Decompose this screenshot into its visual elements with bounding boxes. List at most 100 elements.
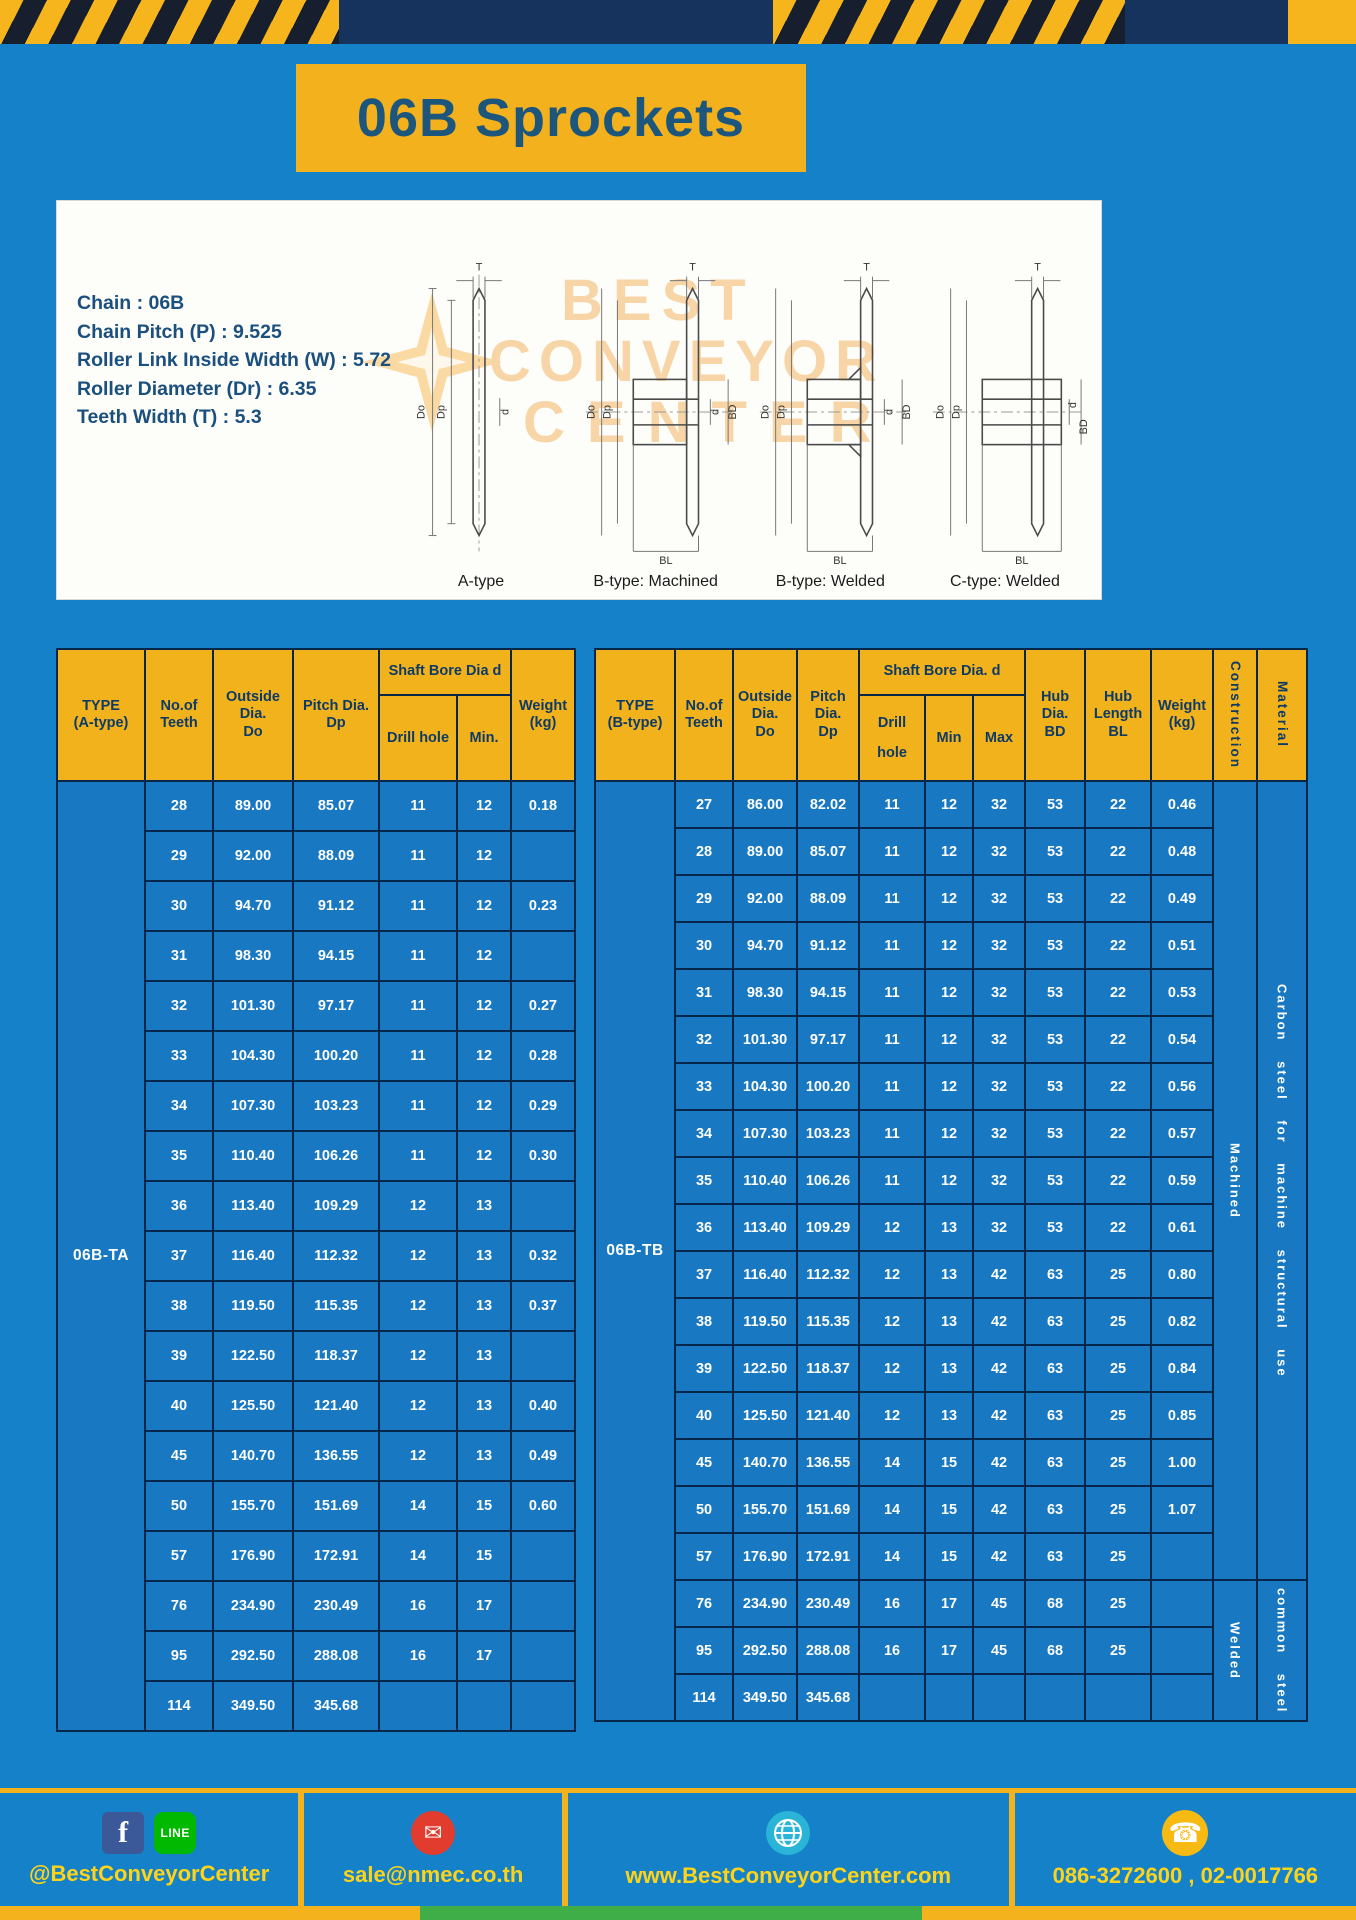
sprocket-drawings: T Do Dp d A-type — [397, 223, 1089, 591]
data-cell: 76 — [674, 1579, 735, 1628]
table-row: 34 107.30 103.23 11 12 0.29 — [57, 1080, 577, 1132]
data-cell: 30 — [144, 880, 214, 932]
data-cell: 42 — [972, 1344, 1027, 1393]
table-row: 31 98.30 94.15 11 12 32 53 22 0.53 — [595, 968, 1307, 1017]
construction-cell: Welded — [1212, 1579, 1259, 1722]
material-cell: common steel — [1256, 1579, 1309, 1722]
data-cell: 288.08 — [796, 1626, 861, 1675]
data-cell: 34 — [144, 1080, 214, 1132]
data-cell: 234.90 — [732, 1579, 799, 1628]
data-cell: 13 — [924, 1203, 975, 1252]
spec-line-roller-width: Roller Link Inside Width (W) : 5.72 — [77, 349, 392, 371]
data-cell: 1.00 — [1150, 1438, 1215, 1487]
data-cell: 113.40 — [212, 1180, 294, 1232]
data-cell: 116.40 — [212, 1230, 294, 1282]
col-header-hub-dia: Hub Dia. BD — [1024, 648, 1087, 782]
data-cell: 25 — [1084, 1250, 1153, 1299]
data-cell: 11 — [378, 780, 458, 832]
data-cell: 45 — [972, 1626, 1027, 1675]
data-cell: 32 — [972, 921, 1027, 970]
facebook-icon: f — [102, 1812, 145, 1854]
data-cell: 109.29 — [796, 1203, 861, 1252]
data-cell: 22 — [1084, 1203, 1153, 1252]
data-cell: 12 — [378, 1180, 458, 1232]
data-cell: 85.07 — [796, 827, 861, 876]
data-cell: 11 — [858, 827, 927, 876]
figure-caption: A-type — [457, 573, 505, 590]
data-cell: 12 — [924, 1109, 975, 1158]
data-cell: 14 — [858, 1438, 927, 1487]
col-header-shaft-bore-group: Shaft Bore Dia. d — [858, 648, 1027, 696]
data-cell: 109.29 — [292, 1180, 380, 1232]
data-cell: 106.26 — [796, 1156, 861, 1205]
data-cell: 82.02 — [796, 780, 861, 829]
data-cell: 42 — [972, 1250, 1027, 1299]
data-cell: 106.26 — [292, 1130, 380, 1182]
data-cell: 121.40 — [292, 1380, 380, 1432]
data-cell: 114 — [144, 1680, 214, 1732]
data-cell: 12 — [455, 830, 513, 882]
dim-label-d: d — [884, 409, 896, 415]
footer-green-segment — [420, 1906, 923, 1920]
data-cell: 88.09 — [796, 874, 861, 923]
data-cell: 42 — [972, 1297, 1027, 1346]
data-cell: 92.00 — [732, 874, 799, 923]
spec-line-teeth-width: Teeth Width (T) : 5.3 — [77, 406, 262, 428]
data-cell: 112.32 — [292, 1230, 380, 1282]
data-cell: 12 — [924, 827, 975, 876]
data-cell: 104.30 — [732, 1062, 799, 1111]
data-cell: 0.60 — [510, 1480, 577, 1532]
data-cell: 53 — [1024, 1015, 1087, 1064]
table-row: 31 98.30 94.15 11 12 — [57, 930, 577, 982]
data-cell: 11 — [378, 980, 458, 1032]
data-cell — [1150, 1579, 1215, 1628]
data-cell: 30 — [674, 921, 735, 970]
data-cell — [510, 1330, 577, 1382]
data-cell: 22 — [1084, 921, 1153, 970]
figure-caption: C-type: Welded — [949, 573, 1060, 590]
data-cell: 0.82 — [1150, 1297, 1215, 1346]
data-cell: 95 — [144, 1630, 214, 1682]
table-row: 95 292.50 288.08 16 17 45 68 25 — [595, 1626, 1307, 1675]
data-cell — [378, 1680, 458, 1732]
phone-icon: ☎ — [1162, 1810, 1209, 1856]
data-cell: 25 — [1084, 1626, 1153, 1675]
figure-a-type: T Do Dp d A-type — [397, 223, 565, 591]
data-cell: 98.30 — [732, 968, 799, 1017]
b-type-machined-drawing-icon: T Do Dp d BD BL — [585, 262, 739, 568]
data-cell: 122.50 — [212, 1330, 294, 1382]
data-cell: 45 — [144, 1430, 214, 1482]
dim-label-bd: BD — [727, 404, 739, 419]
data-cell: 118.37 — [796, 1344, 861, 1393]
data-cell: 32 — [972, 1156, 1027, 1205]
table-row: 30 94.70 91.12 11 12 32 53 22 0.51 — [595, 921, 1307, 970]
data-cell: 95 — [674, 1626, 735, 1675]
data-cell: 12 — [924, 874, 975, 923]
data-cell: 12 — [455, 980, 513, 1032]
table-row: 33 104.30 100.20 11 12 0.28 — [57, 1030, 577, 1082]
data-cell: 0.85 — [1150, 1391, 1215, 1440]
col-header-type: TYPE (A-type) — [56, 648, 146, 782]
data-cell: 176.90 — [732, 1532, 799, 1581]
data-cell: 0.49 — [510, 1430, 577, 1482]
data-cell: 14 — [858, 1532, 927, 1581]
table-row: 29 92.00 88.09 11 12 32 53 22 0.49 — [595, 874, 1307, 923]
data-cell: 0.32 — [510, 1230, 577, 1282]
data-cell — [1084, 1673, 1153, 1722]
data-cell: 86.00 — [732, 780, 799, 829]
data-cell: 15 — [455, 1530, 513, 1582]
spec-tables: TYPE (A-type) No.of Teeth Outside Dia. D… — [56, 648, 1309, 1732]
c-type-welded-drawing-icon: T Do Dp d BD BL — [932, 262, 1089, 567]
data-cell: 12 — [378, 1380, 458, 1432]
data-cell: 22 — [1084, 968, 1153, 1017]
data-cell: 63 — [1024, 1391, 1087, 1440]
data-cell: 32 — [972, 780, 1027, 829]
data-cell: 13 — [924, 1344, 975, 1393]
data-cell: 28 — [674, 827, 735, 876]
data-cell: 12 — [858, 1250, 927, 1299]
data-cell: 22 — [1084, 874, 1153, 923]
globe-icon — [766, 1811, 811, 1855]
data-cell: 25 — [1084, 1391, 1153, 1440]
data-cell: 11 — [378, 880, 458, 932]
data-cell: 12 — [924, 968, 975, 1017]
